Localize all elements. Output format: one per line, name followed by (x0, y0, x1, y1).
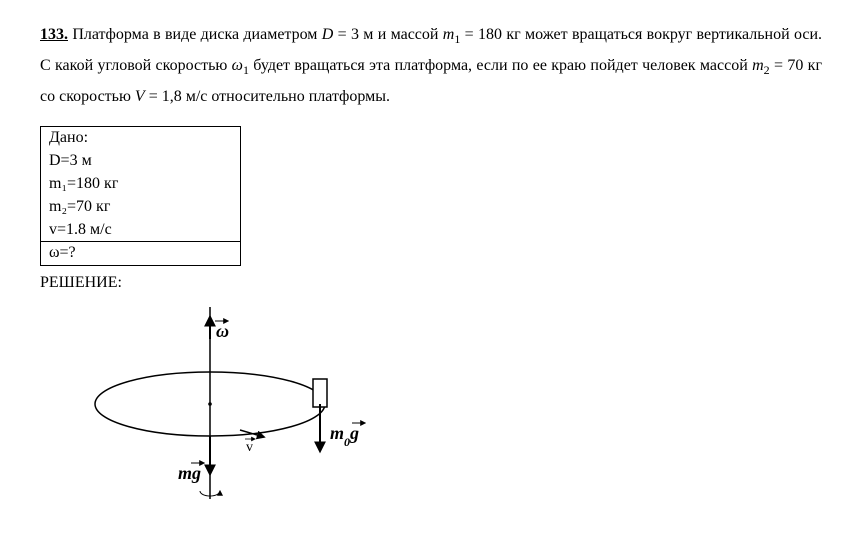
svg-text:ω: ω (216, 321, 229, 341)
problem-number: 133. (40, 26, 68, 43)
problem-statement: 133. Платформа в виде диска диаметром D … (40, 20, 822, 112)
given-table: Дано: D=3 м m₁=180 кг m₂=70 кг v=1.8 м/с… (40, 126, 241, 266)
svg-text:m0g: m0g (330, 423, 359, 449)
physics-diagram: ω v mg m0g (40, 299, 400, 499)
given-row-3: v=1.8 м/с (41, 219, 241, 242)
eq-V: = 1,8 м/с относительно платформы. (145, 88, 390, 105)
solution-label: РЕШЕНИЕ: (40, 268, 822, 298)
eq-D: = 3 м и массой (333, 26, 442, 43)
text-p2: будет вращаться эта платформа, если по е… (249, 57, 752, 74)
given-find: ω=? (41, 242, 241, 266)
svg-text:mg: mg (178, 463, 201, 483)
text-p1: Платформа в виде диска диаметром (72, 26, 321, 43)
var-w1: ω (232, 57, 243, 74)
given-row-2: m₂=70 кг (41, 196, 241, 219)
var-V: V (135, 88, 145, 105)
diagram-svg: ω v mg m0g (40, 299, 400, 499)
var-D: D (322, 26, 334, 43)
given-label: Дано: (41, 127, 241, 150)
svg-text:v: v (246, 440, 253, 455)
var-m1: m (443, 26, 455, 43)
given-row-1: m₁=180 кг (41, 173, 241, 196)
var-m2: m (752, 57, 764, 74)
given-row-0: D=3 м (41, 150, 241, 173)
